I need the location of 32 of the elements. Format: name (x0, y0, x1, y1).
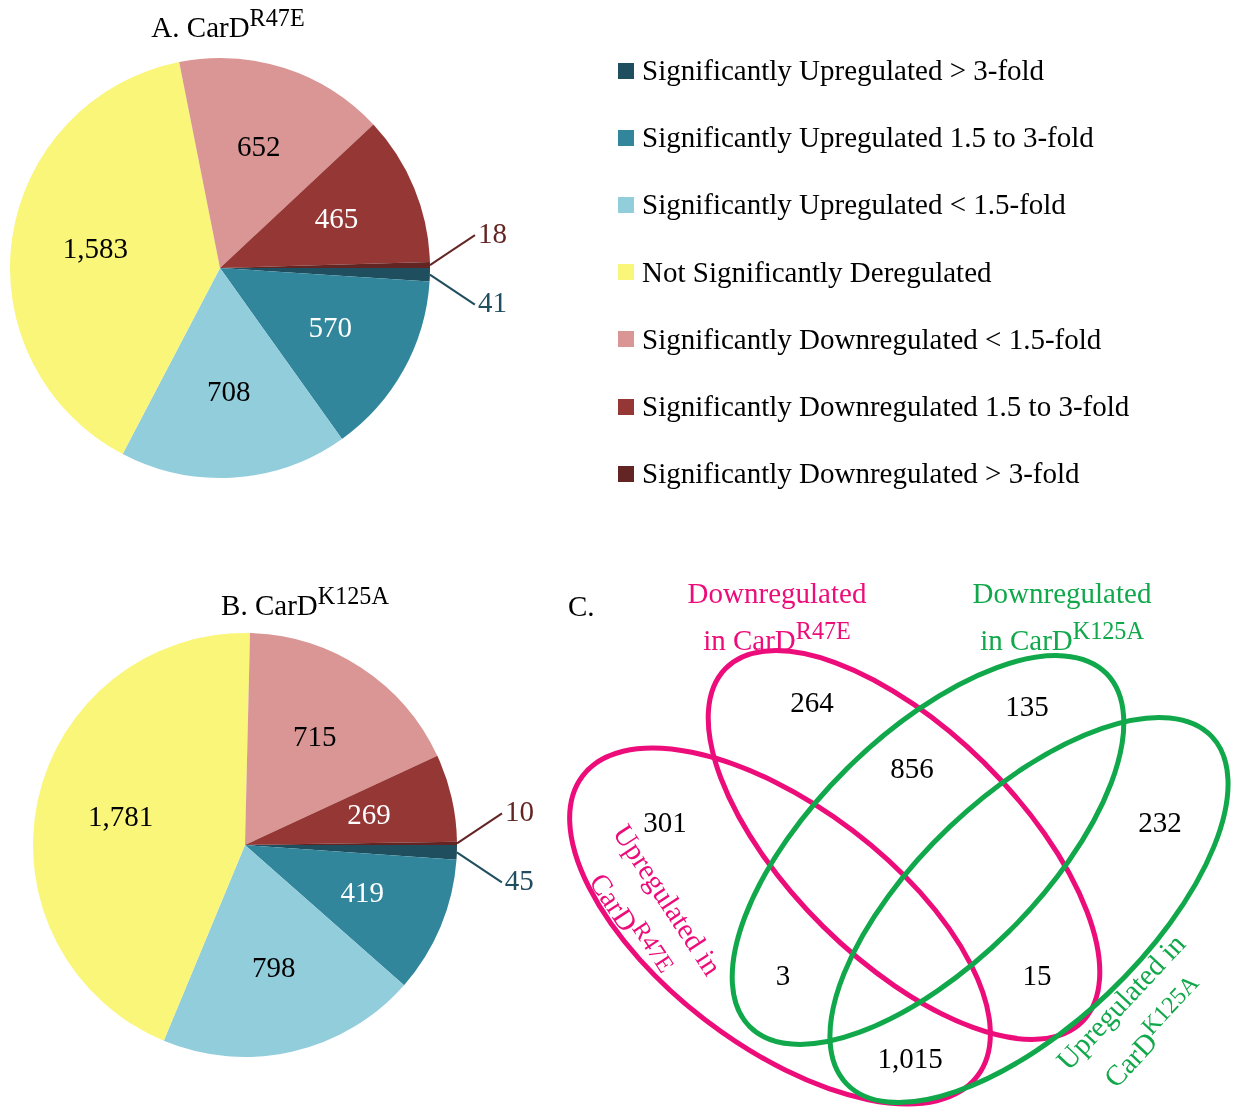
data-label: 652 (236, 129, 281, 162)
legend-label: Significantly Downregulated 1.5 to 3-fold (642, 390, 1130, 423)
text: 3 (774, 958, 792, 993)
data-label: 708 (206, 375, 251, 408)
data-label: 715 (292, 720, 337, 753)
chart-title: B. CarD$^{K125A}$ (220, 582, 390, 622)
data-label: 570 (308, 310, 352, 343)
data-label: 18 (477, 216, 507, 249)
data-label: 41 (477, 286, 507, 319)
text: 15 (1021, 958, 1053, 993)
text: C. (568, 590, 595, 623)
data-label: 798 (251, 950, 296, 983)
data-label: 1,781 (87, 800, 154, 833)
legend-label: Significantly Upregulated < 1.5-fold (642, 188, 1066, 222)
data-label: 269 (347, 798, 391, 831)
data-label: 10 (504, 794, 534, 827)
data-label: 1,583 (62, 231, 128, 264)
legend-label: Significantly Upregulated > 3-fold (642, 54, 1045, 87)
data-label: 45 (504, 864, 534, 897)
data-label: 465 (314, 201, 359, 234)
legend-label: Significantly Downregulated > 3-fold (642, 457, 1080, 491)
chart-title: A. CarD$^{R47E}$ (150, 4, 306, 44)
legend-label: Significantly Downregulated < 1.5-fold (642, 322, 1102, 356)
data-label: 419 (340, 875, 385, 908)
legend-label: Significantly Upregulated 1.5 to 3-fold (642, 121, 1094, 155)
text: 232 (1137, 805, 1183, 840)
legend-label: Downregulated in CarD$^{K125A}$ (971, 576, 1153, 658)
legend-label: Not Significantly Deregulated (642, 255, 992, 289)
text: 264 (789, 685, 835, 720)
text: 135 (1004, 689, 1050, 724)
text: 1,015 (876, 1041, 944, 1076)
text: 856 (889, 751, 935, 786)
